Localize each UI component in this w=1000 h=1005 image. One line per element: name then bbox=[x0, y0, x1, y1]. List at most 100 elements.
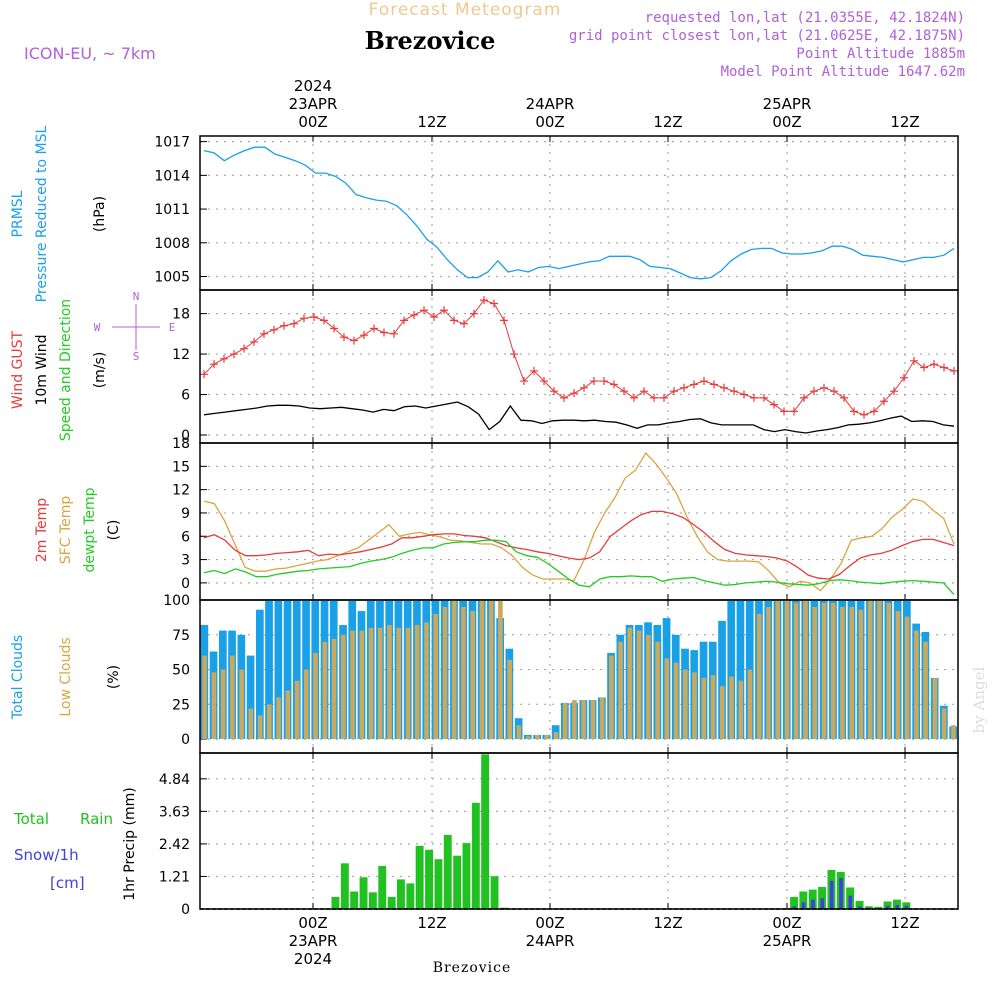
model-altitude: Model Point Altitude 1647.62m bbox=[721, 64, 965, 80]
rain-bar bbox=[425, 849, 433, 909]
low-cloud-bar bbox=[424, 622, 429, 740]
compass-e: E bbox=[169, 321, 176, 334]
gust-marker bbox=[240, 344, 248, 353]
low-cloud-bar bbox=[932, 677, 938, 740]
low-cloud-bar bbox=[655, 641, 660, 740]
wind-title-gust: Wind GUST bbox=[10, 330, 26, 409]
gust-marker bbox=[220, 354, 228, 363]
gust-marker bbox=[400, 316, 408, 325]
bottom-date-2: 24APR bbox=[526, 932, 575, 950]
low-cloud-bar bbox=[304, 669, 309, 739]
gridpoint-coords: grid point closest lon,lat (21.0625E, 42… bbox=[569, 28, 965, 44]
bottom-year: 2024 bbox=[294, 950, 332, 968]
y-tick-label: 4.84 bbox=[159, 772, 190, 788]
wind-title-speed: Speed and Direction bbox=[58, 299, 74, 441]
rain-bar bbox=[471, 802, 480, 909]
snow-bar bbox=[857, 906, 862, 909]
low-cloud-bar bbox=[747, 669, 753, 739]
y-tick-label: 18 bbox=[172, 307, 190, 323]
low-cloud-bar bbox=[701, 677, 707, 740]
y-tick-label: 1005 bbox=[154, 270, 190, 286]
gust-marker bbox=[590, 377, 598, 386]
clouds-panel: 100 75 50 25 0 bbox=[163, 593, 958, 753]
gust-marker bbox=[800, 393, 808, 402]
gust-marker bbox=[480, 296, 488, 305]
gust-marker bbox=[380, 328, 388, 337]
top-date-1: 23APR bbox=[289, 95, 338, 113]
snow-bar bbox=[848, 895, 853, 909]
low-cloud-bar bbox=[951, 725, 956, 740]
low-cloud-bar bbox=[211, 672, 217, 740]
rain-bar bbox=[874, 906, 883, 909]
y-tick-label: 100 bbox=[163, 593, 190, 609]
low-cloud-bar bbox=[230, 655, 235, 740]
gust-marker bbox=[900, 373, 908, 382]
rain-bar bbox=[378, 866, 387, 909]
clouds-title-total: Total Clouds bbox=[10, 635, 26, 720]
low-cloud-bar bbox=[368, 627, 374, 740]
total-cloud-bar bbox=[274, 600, 283, 740]
rain-bar bbox=[415, 845, 424, 909]
gust-marker bbox=[850, 407, 858, 416]
gust-marker bbox=[470, 309, 478, 318]
panel-frame bbox=[199, 135, 959, 291]
low-cloud-bar bbox=[516, 725, 522, 740]
footer-location: Brezovice bbox=[433, 960, 512, 976]
pressure-title-1: PRMSL bbox=[10, 190, 26, 237]
gust-marker bbox=[700, 377, 708, 386]
rain-bar bbox=[387, 896, 396, 909]
compass-s: S bbox=[133, 350, 140, 363]
low-cloud-bar bbox=[248, 708, 254, 740]
rain-bar bbox=[368, 892, 377, 909]
temp-unit: (C) bbox=[106, 520, 122, 541]
y-tick-label: 12 bbox=[172, 347, 190, 363]
low-cloud-bar bbox=[525, 736, 531, 740]
low-cloud-bar bbox=[461, 607, 466, 740]
rain-bar bbox=[453, 855, 462, 909]
gust-marker bbox=[600, 377, 608, 386]
low-cloud-bar bbox=[433, 613, 438, 740]
gust-marker bbox=[720, 383, 728, 392]
top-date-2: 24APR bbox=[526, 95, 575, 113]
snow-bar bbox=[839, 878, 843, 909]
y-tick-label: 18 bbox=[172, 436, 190, 452]
y-tick-label: 1008 bbox=[154, 236, 190, 252]
y-tick-label: 6 bbox=[181, 529, 190, 545]
compass-w: W bbox=[94, 321, 101, 334]
location-title: Brezovice bbox=[365, 26, 496, 55]
top-year: 2024 bbox=[294, 77, 332, 95]
low-cloud-bar bbox=[627, 627, 633, 740]
gust-marker bbox=[820, 383, 828, 392]
low-cloud-bar bbox=[683, 669, 688, 739]
snow-bar bbox=[829, 880, 834, 909]
gust-marker bbox=[760, 393, 768, 402]
compass-rose: N W E S bbox=[94, 290, 176, 363]
gust-marker bbox=[750, 393, 758, 402]
low-cloud-bar bbox=[867, 600, 873, 740]
gust-marker bbox=[490, 299, 498, 308]
low-cloud-bar bbox=[396, 627, 401, 740]
gust-marker bbox=[300, 314, 308, 323]
low-cloud-bar bbox=[507, 659, 512, 740]
top-tick-12z-3: 12Z bbox=[890, 113, 919, 131]
low-cloud-bar bbox=[599, 697, 605, 740]
y-tick-label: 2.42 bbox=[159, 837, 190, 853]
low-cloud-bar bbox=[451, 600, 457, 740]
low-cloud-bar bbox=[331, 638, 337, 739]
rain-bar bbox=[808, 889, 817, 909]
point-altitude: Point Altitude 1885m bbox=[796, 46, 965, 62]
gust-marker bbox=[360, 331, 368, 340]
low-cloud-bar bbox=[350, 630, 355, 740]
snow-bar bbox=[792, 906, 797, 909]
y-tick-label: 0 bbox=[181, 428, 190, 444]
low-cloud-bar bbox=[488, 600, 494, 740]
low-cloud-bar bbox=[803, 600, 808, 740]
gust-marker bbox=[940, 363, 948, 372]
temp-2m-line bbox=[203, 510, 955, 580]
low-cloud-bar bbox=[738, 680, 744, 740]
gust-marker bbox=[880, 397, 888, 406]
y-tick-label: 1.21 bbox=[159, 869, 190, 885]
watermark: by Angel bbox=[970, 666, 988, 733]
gust-marker bbox=[920, 363, 928, 372]
low-cloud-bar bbox=[646, 634, 651, 740]
